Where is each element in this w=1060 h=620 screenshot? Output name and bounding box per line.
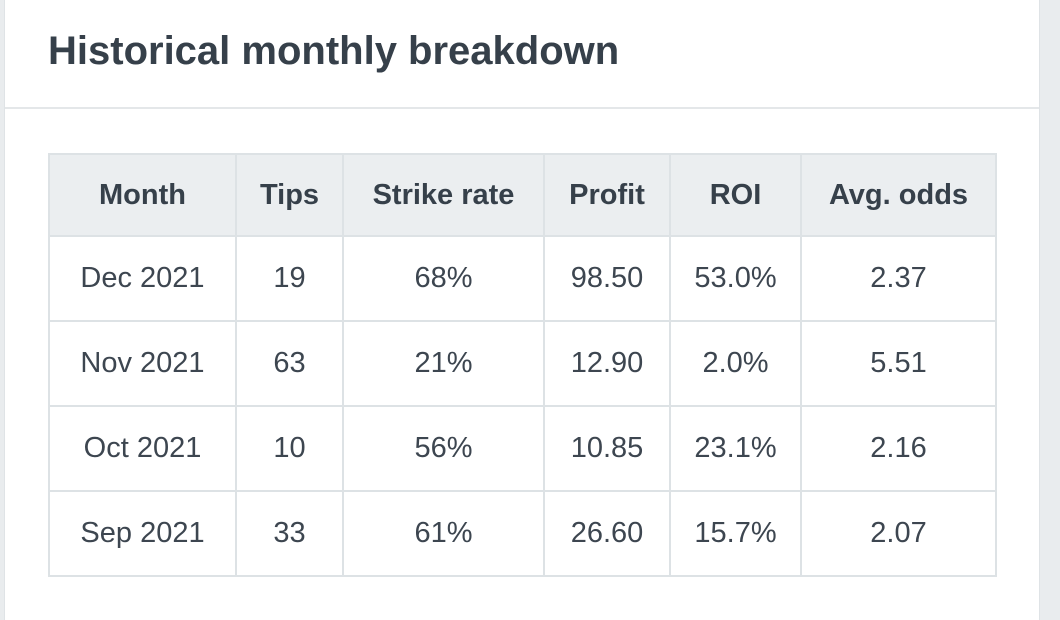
cell-strike-rate: 61% [342,490,545,577]
column-header-tips: Tips [235,153,344,237]
cell-strike-rate: 68% [342,235,545,322]
column-header-roi: ROI [669,153,802,237]
table-row: Sep 2021 33 61% 26.60 15.7% 2.07 [48,490,997,577]
cell-avg-odds: 5.51 [800,320,997,407]
cell-avg-odds: 2.16 [800,405,997,492]
cell-month: Sep 2021 [48,490,237,577]
monthly-breakdown-panel: Historical monthly breakdown Month Tips … [4,0,1040,620]
cell-month: Oct 2021 [48,405,237,492]
cell-tips: 33 [235,490,344,577]
cell-tips: 19 [235,235,344,322]
cell-strike-rate: 56% [342,405,545,492]
cell-profit: 98.50 [543,235,671,322]
cell-roi: 15.7% [669,490,802,577]
cell-profit: 26.60 [543,490,671,577]
table-body: Dec 2021 19 68% 98.50 53.0% 2.37 Nov 202… [48,235,997,577]
cell-tips: 10 [235,405,344,492]
cell-avg-odds: 2.37 [800,235,997,322]
cell-profit: 12.90 [543,320,671,407]
column-header-month: Month [48,153,237,237]
table-row: Nov 2021 63 21% 12.90 2.0% 5.51 [48,320,997,407]
column-header-profit: Profit [543,153,671,237]
cell-month: Dec 2021 [48,235,237,322]
monthly-breakdown-table: Month Tips Strike rate Profit ROI Avg. o… [48,153,997,577]
header-row: Month Tips Strike rate Profit ROI Avg. o… [48,153,997,237]
panel-title: Historical monthly breakdown [48,29,620,73]
cell-avg-odds: 2.07 [800,490,997,577]
cell-roi: 53.0% [669,235,802,322]
cell-month: Nov 2021 [48,320,237,407]
column-header-avg-odds: Avg. odds [800,153,997,237]
table-header: Month Tips Strike rate Profit ROI Avg. o… [48,153,997,237]
cell-profit: 10.85 [543,405,671,492]
cell-roi: 23.1% [669,405,802,492]
cell-tips: 63 [235,320,344,407]
table-row: Oct 2021 10 56% 10.85 23.1% 2.16 [48,405,997,492]
table-row: Dec 2021 19 68% 98.50 53.0% 2.37 [48,235,997,322]
panel-header: Historical monthly breakdown [5,0,1039,109]
cell-roi: 2.0% [669,320,802,407]
cell-strike-rate: 21% [342,320,545,407]
column-header-strike-rate: Strike rate [342,153,545,237]
